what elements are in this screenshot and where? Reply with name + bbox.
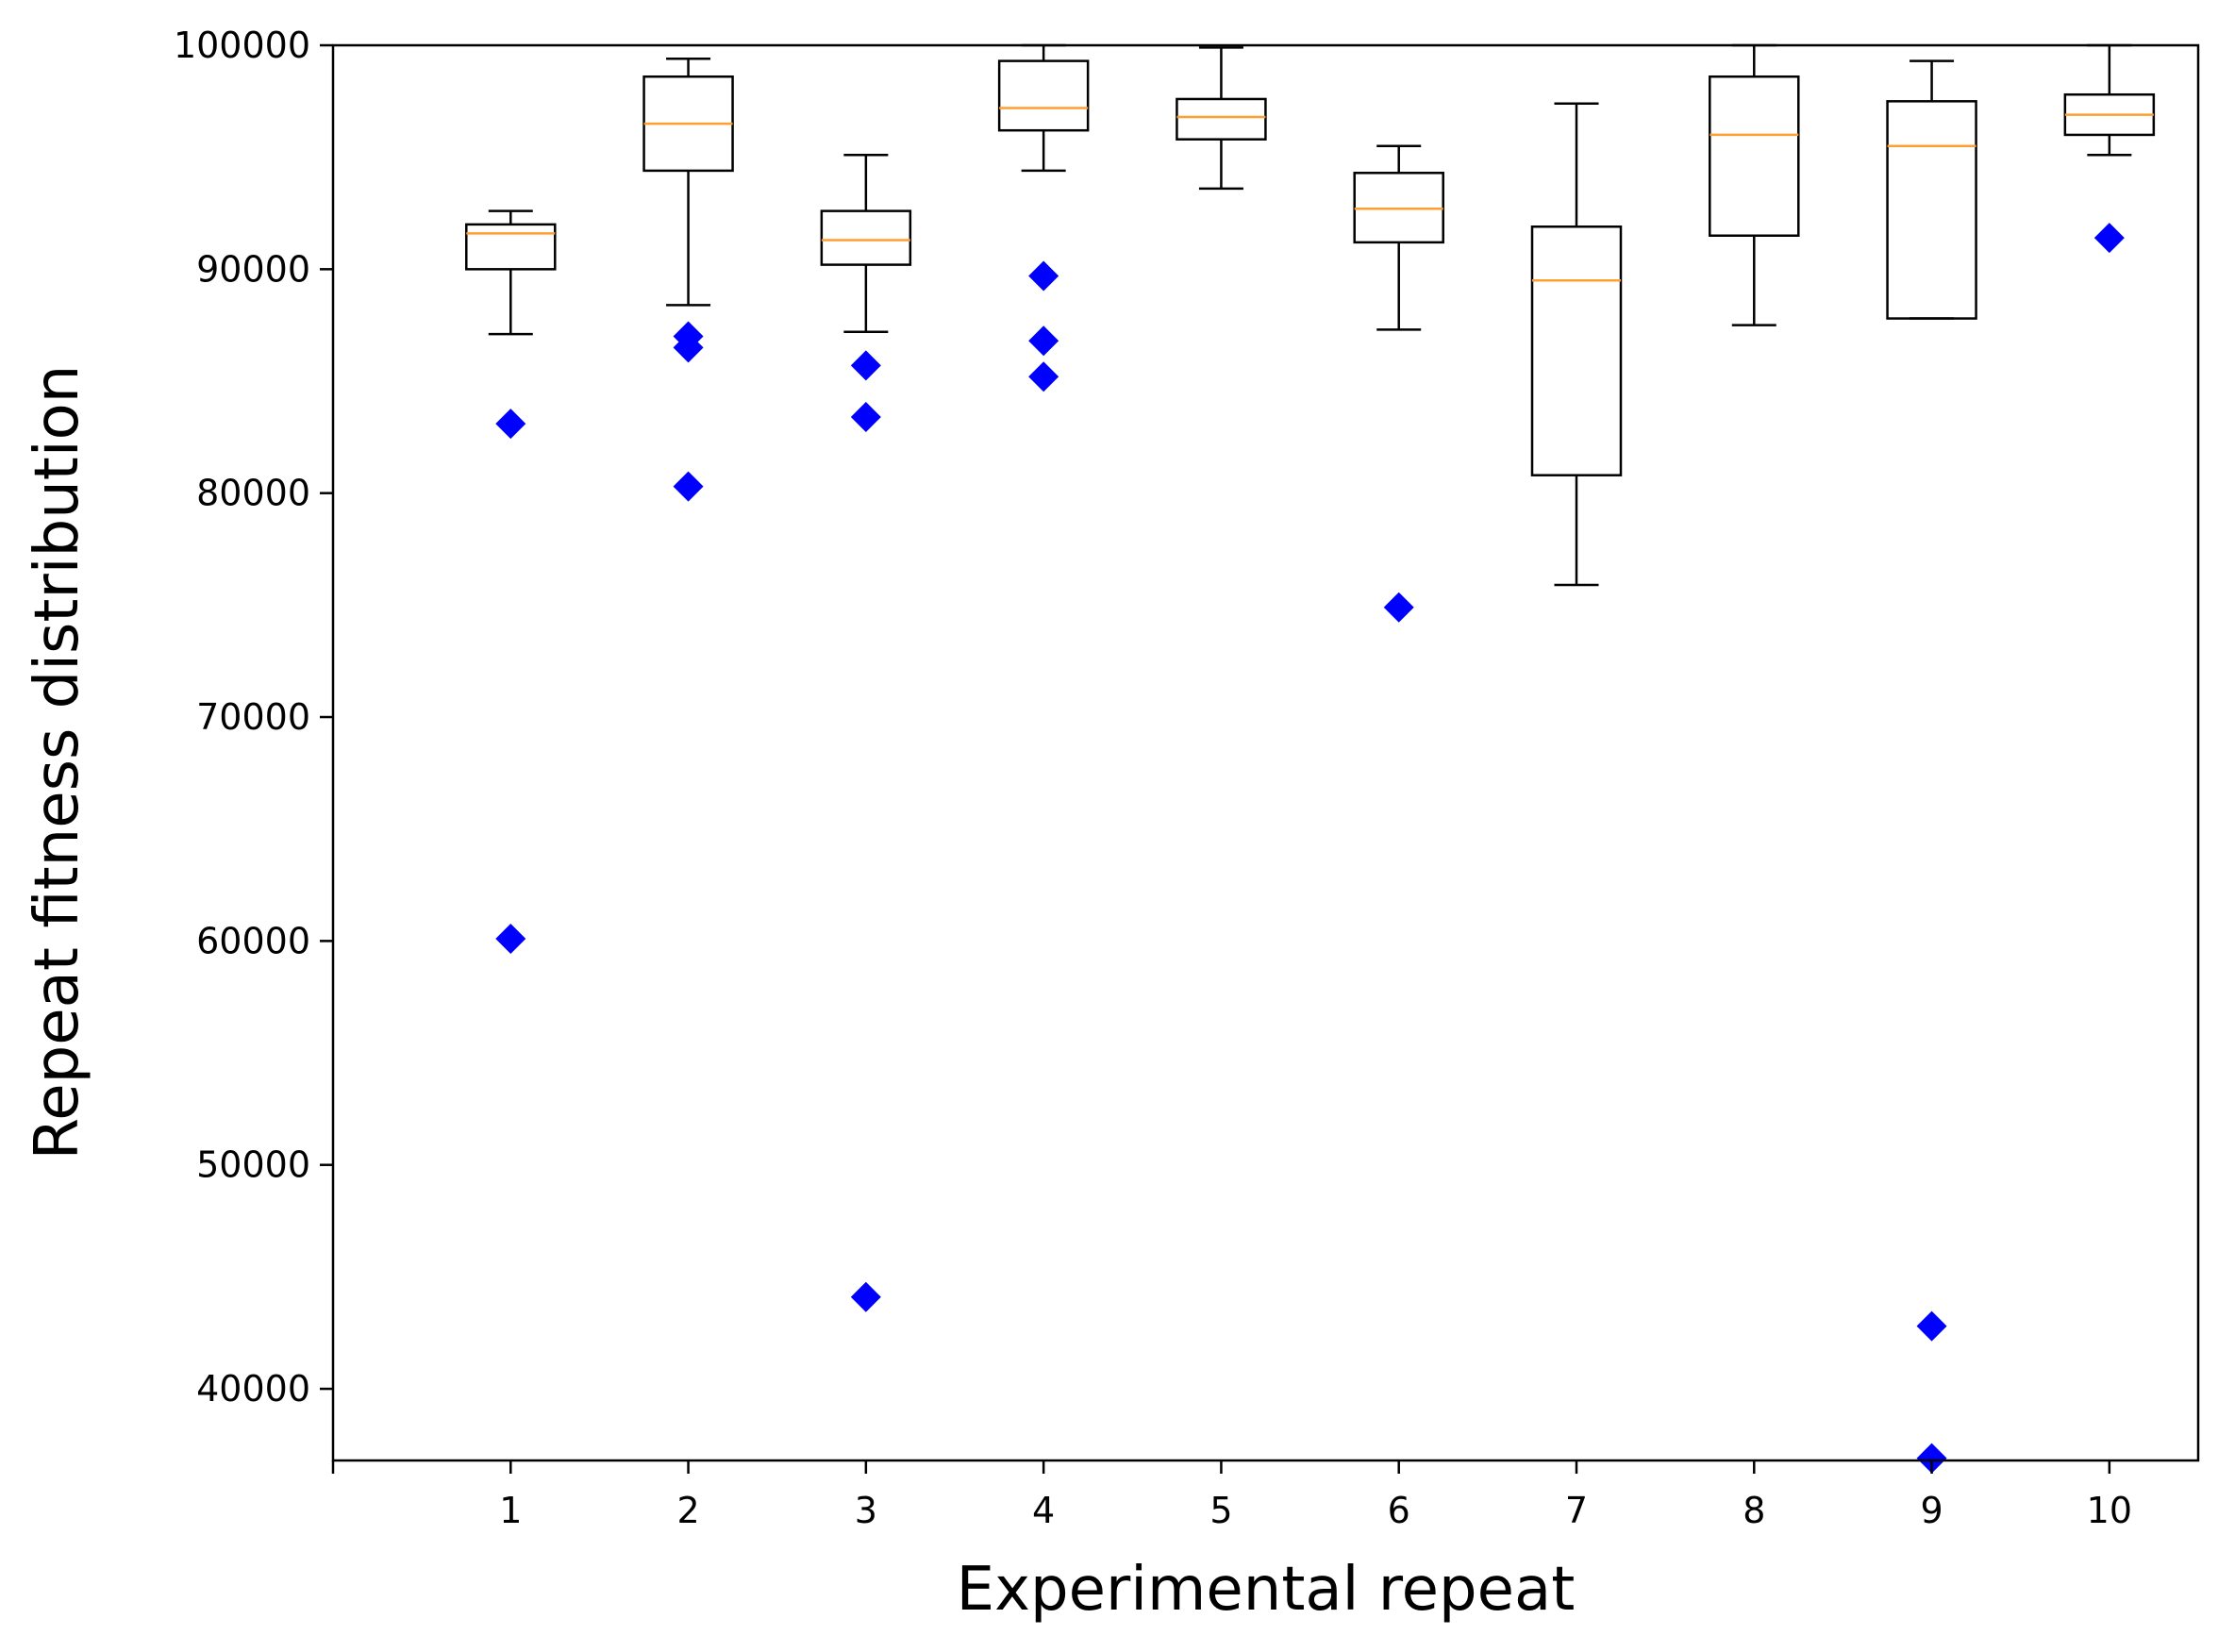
x-axis-title: Experimental repeat <box>957 1555 1576 1625</box>
interquartile-box <box>997 59 1090 132</box>
x-tick-label: 6 <box>1388 1490 1410 1531</box>
box-group-4 <box>997 43 1090 392</box>
x-tick-label: 2 <box>676 1490 699 1531</box>
box-group-8 <box>1709 43 1800 326</box>
y-tick-label: 80000 <box>196 473 310 514</box>
outlier-point <box>1916 1310 1947 1342</box>
box-group-6 <box>1353 144 1444 623</box>
x-tick-label: 1 <box>499 1490 522 1531</box>
x-tick-label: 10 <box>2087 1490 2132 1531</box>
x-tick-label: 7 <box>1565 1490 1588 1531</box>
outlier-point <box>495 923 526 954</box>
outlier-point <box>673 332 704 363</box>
interquartile-box <box>1530 225 1623 476</box>
interquartile-box <box>1176 97 1267 141</box>
box-group-9 <box>1886 59 1977 1474</box>
outlier-point <box>1028 325 1059 357</box>
y-tick-label: 40000 <box>196 1368 310 1410</box>
x-tick-label: 9 <box>1920 1490 1943 1531</box>
interquartile-box <box>1886 100 1977 320</box>
y-tick-label: 60000 <box>196 920 310 961</box>
box-group-1 <box>465 209 557 954</box>
y-axis: 40000 50000 60000 70000 80000 90000 100000 <box>174 25 333 1410</box>
box-group-2 <box>642 57 734 502</box>
outlier-point <box>2093 223 2125 254</box>
x-axis: 1 2 3 4 5 6 7 8 9 10 <box>331 1460 2132 1531</box>
interquartile-box <box>820 209 912 266</box>
box-group-10 <box>2063 43 2156 254</box>
outlier-point <box>1028 260 1059 292</box>
x-tick-label: 3 <box>855 1490 877 1531</box>
y-tick-label: 100000 <box>174 25 310 66</box>
interquartile-box <box>465 223 557 271</box>
box-group-3 <box>820 154 912 1312</box>
plot-marks <box>465 43 2156 1474</box>
outlier-point <box>850 401 881 432</box>
interquartile-box <box>1709 75 1800 237</box>
x-tick-label: 5 <box>1209 1490 1232 1531</box>
outlier-point <box>1028 361 1059 392</box>
box-group-5 <box>1176 46 1267 191</box>
outlier-point <box>1383 592 1414 623</box>
y-tick-label: 70000 <box>196 696 310 738</box>
y-axis-title: Repeat fitness distribution <box>23 365 92 1160</box>
outlier-point <box>850 350 881 381</box>
y-tick-label: 50000 <box>196 1144 310 1186</box>
box-group-7 <box>1530 102 1623 587</box>
outlier-point <box>1916 1443 1947 1474</box>
y-tick-label: 90000 <box>196 248 310 290</box>
outlier-point <box>495 409 526 440</box>
outlier-point <box>850 1281 881 1312</box>
outlier-point <box>673 471 704 502</box>
x-tick-label: 4 <box>1032 1490 1055 1531</box>
plot-frame <box>331 43 2200 1462</box>
x-tick-label: 8 <box>1743 1490 1765 1531</box>
